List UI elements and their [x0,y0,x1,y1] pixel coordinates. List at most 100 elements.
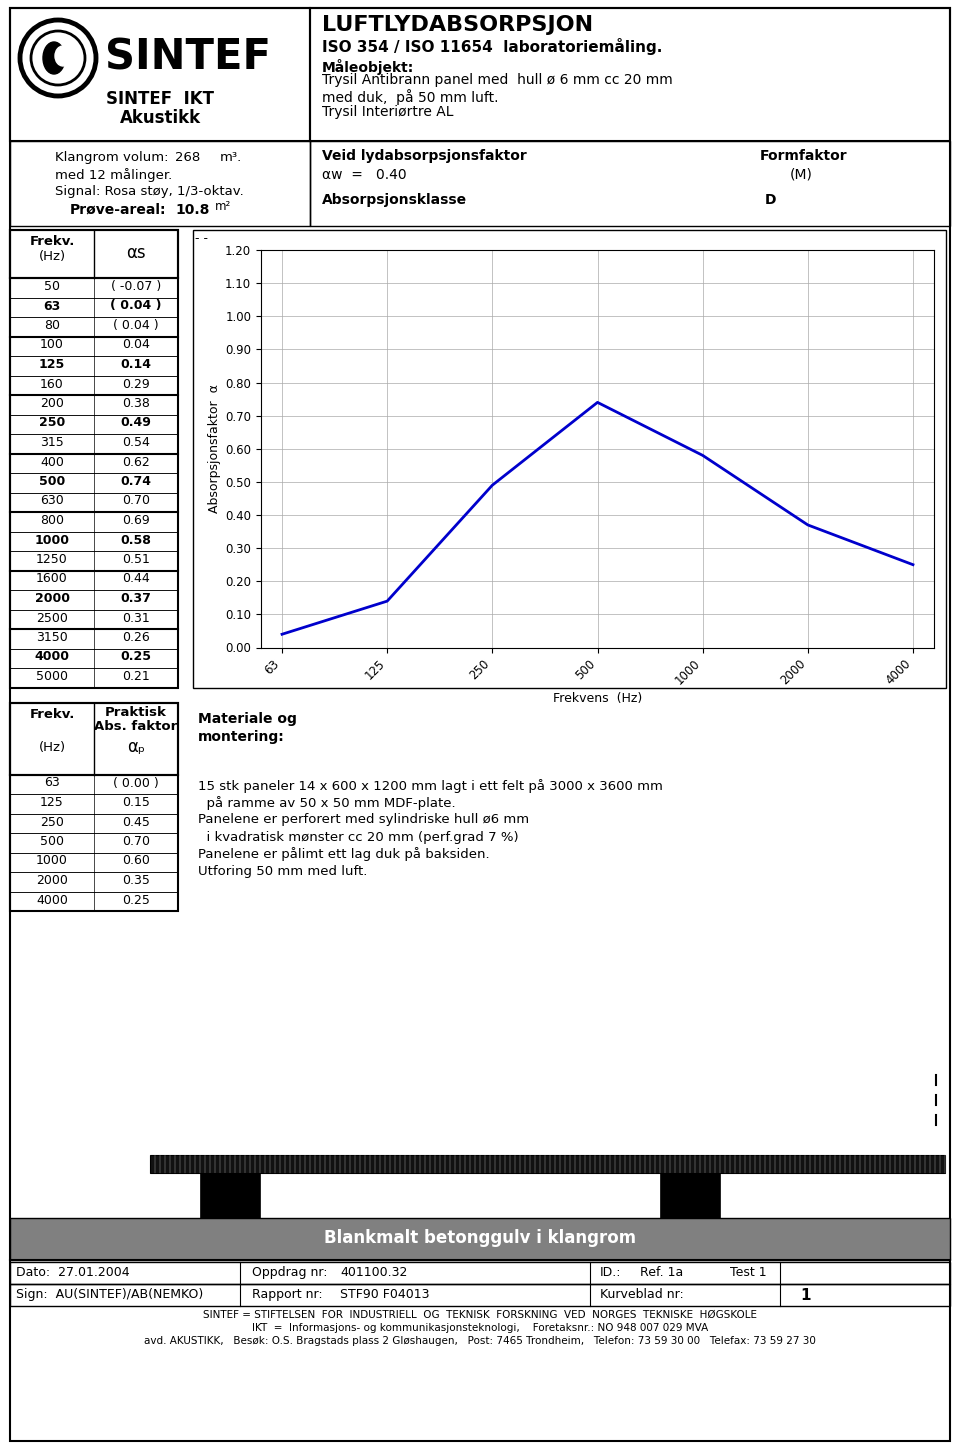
Text: Abs. faktor: Abs. faktor [94,720,178,733]
Text: med 12 målinger.: med 12 målinger. [55,168,172,183]
Text: SINTEF = STIFTELSEN  FOR  INDUSTRIELL  OG  TEKNISK  FORSKNING  VED  NORGES  TEKN: SINTEF = STIFTELSEN FOR INDUSTRIELL OG T… [203,1310,757,1320]
Bar [10,1219,950,1261]
Bar [10,794,178,813]
Text: 0.04: 0.04 [122,339,150,352]
Text: 800: 800 [40,514,64,527]
Text: 0.54: 0.54 [122,436,150,449]
Text: 2000: 2000 [35,593,69,606]
Ellipse shape [55,46,71,67]
Text: Materiale og: Materiale og [198,713,297,726]
Text: 4000: 4000 [36,894,68,907]
Text: 160: 160 [40,378,64,390]
Text: Panelene er pålimt ett lag duk på baksiden.: Panelene er pålimt ett lag duk på baksid… [198,848,490,862]
Bar [10,396,178,414]
Text: (Hz): (Hz) [38,251,65,264]
Text: 400: 400 [40,455,64,468]
Text: αs: αs [126,243,146,262]
Bar [10,703,178,775]
Bar [10,532,178,551]
Text: 0.60: 0.60 [122,855,150,868]
Bar [10,454,178,472]
Text: 0.37: 0.37 [121,593,152,606]
Bar [10,1284,950,1306]
Text: Klangrom volum:: Klangrom volum: [55,151,169,164]
Bar [193,230,946,687]
Text: ( 0.00 ): ( 0.00 ) [113,777,158,790]
Text: 0.35: 0.35 [122,874,150,887]
Text: 0.25: 0.25 [122,894,150,907]
Text: Kurveblad nr:: Kurveblad nr: [600,1288,684,1301]
Text: Trysil Interiørtre AL: Trysil Interiørtre AL [322,104,453,119]
Text: 0.44: 0.44 [122,572,150,585]
Text: 0.69: 0.69 [122,514,150,527]
Text: 250: 250 [40,816,64,829]
Bar [10,511,178,532]
Bar [10,297,178,317]
Text: Frekv.: Frekv. [30,707,75,720]
Text: 1000: 1000 [35,533,69,546]
Bar [10,891,178,911]
Y-axis label: Absorpsjonsfaktor  α: Absorpsjonsfaktor α [208,384,221,513]
Text: 2500: 2500 [36,611,68,625]
Text: m²: m² [215,200,231,213]
Text: 315: 315 [40,436,64,449]
Text: 2000: 2000 [36,874,68,887]
Text: 0.62: 0.62 [122,455,150,468]
Text: ISO 354 / ISO 11654  laboratoriemåling.: ISO 354 / ISO 11654 laboratoriemåling. [322,38,662,55]
Text: 250: 250 [38,416,65,429]
Text: ( 0.04 ): ( 0.04 ) [110,300,161,313]
Text: 268: 268 [175,151,201,164]
Bar [660,1174,720,1219]
Bar [10,590,178,610]
Text: (M): (M) [790,168,813,183]
Text: 0.29: 0.29 [122,378,150,390]
Text: - -: - - [195,232,208,245]
Text: 15 stk paneler 14 x 600 x 1200 mm lagt i ett felt på 3000 x 3600 mm: 15 stk paneler 14 x 600 x 1200 mm lagt i… [198,780,662,794]
Bar [10,435,178,454]
Text: 0.58: 0.58 [121,533,152,546]
Bar [150,1155,945,1174]
Text: 630: 630 [40,494,64,507]
Bar [10,703,178,911]
Text: Trysil Antibrann panel med  hull ø 6 mm cc 20 mm: Trysil Antibrann panel med hull ø 6 mm c… [322,72,673,87]
Text: 125: 125 [38,358,65,371]
Bar [10,571,178,590]
Bar [10,610,178,629]
Text: 0.51: 0.51 [122,554,150,567]
Text: 0.14: 0.14 [121,358,152,371]
Text: 0.15: 0.15 [122,796,150,809]
Text: (Hz): (Hz) [38,740,65,753]
Ellipse shape [43,42,65,74]
Text: αw  =   0.40: αw = 0.40 [322,168,407,183]
Text: 0.70: 0.70 [122,494,150,507]
Bar [10,278,178,297]
Bar [10,356,178,375]
Text: 0.25: 0.25 [121,651,152,664]
Text: avd. AKUSTIKK,   Besøk: O.S. Bragstads plass 2 Gløshaugen,   Post: 7465 Trondhei: avd. AKUSTIKK, Besøk: O.S. Bragstads pla… [144,1336,816,1346]
Text: 0.26: 0.26 [122,630,150,643]
Text: IKT  =  Informasjons- og kommunikasjonsteknologi,    Foretaksnr.: NO 948 007 029: IKT = Informasjons- og kommunikasjonstek… [252,1323,708,1333]
Bar [310,9,950,141]
Text: Oppdrag nr:: Oppdrag nr: [252,1266,327,1279]
Text: 1000: 1000 [36,855,68,868]
Bar [10,833,178,852]
Text: m³.: m³. [220,151,242,164]
Text: 1600: 1600 [36,572,68,585]
Text: D: D [765,193,777,207]
Bar [10,472,178,493]
Bar [10,336,178,356]
Bar [310,141,950,226]
Bar [10,668,178,687]
Text: ( -0.07 ): ( -0.07 ) [110,280,161,293]
Bar [10,493,178,511]
Text: Formfaktor: Formfaktor [760,149,848,162]
Bar [10,414,178,435]
Text: 500: 500 [40,835,64,848]
Text: ID.:: ID.: [600,1266,621,1279]
Text: SINTEF: SINTEF [105,36,271,78]
Text: Blankmalt betonggulv i klangrom: Blankmalt betonggulv i klangrom [324,1229,636,1248]
Text: Frekv.: Frekv. [30,235,75,248]
Text: 200: 200 [40,397,64,410]
Bar [10,872,178,891]
Text: 1250: 1250 [36,554,68,567]
